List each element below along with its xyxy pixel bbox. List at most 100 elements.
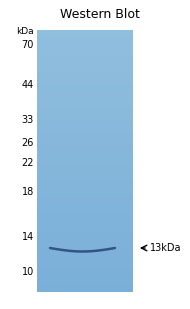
Bar (37, 188, 133, 189)
Bar (37, 90, 133, 91)
Bar (37, 144, 133, 145)
Bar (37, 210, 133, 211)
Bar (37, 262, 133, 263)
Bar (37, 61, 133, 62)
Bar (37, 40, 133, 41)
Bar (37, 257, 133, 258)
Bar (37, 164, 133, 165)
Bar (37, 233, 133, 234)
Bar (37, 159, 133, 160)
Bar (37, 91, 133, 92)
Bar (37, 277, 133, 278)
Bar (37, 178, 133, 179)
Bar (37, 124, 133, 125)
Bar (37, 30, 133, 31)
Bar (37, 147, 133, 148)
Bar (37, 167, 133, 168)
Bar (37, 63, 133, 64)
Bar (37, 187, 133, 188)
Bar (37, 145, 133, 146)
Bar (37, 97, 133, 98)
Bar (37, 211, 133, 212)
Bar (37, 62, 133, 63)
Bar (37, 196, 133, 197)
Bar (37, 287, 133, 288)
Bar (37, 45, 133, 46)
Bar (37, 71, 133, 72)
Bar (37, 148, 133, 149)
Bar (37, 107, 133, 108)
Bar (37, 232, 133, 233)
Bar (37, 34, 133, 35)
Bar (37, 66, 133, 67)
Bar (37, 235, 133, 236)
Bar (37, 239, 133, 240)
Bar (37, 251, 133, 252)
Bar (37, 115, 133, 116)
Bar (37, 51, 133, 52)
Bar (37, 110, 133, 111)
Bar (37, 286, 133, 287)
Bar (37, 195, 133, 196)
Bar (37, 191, 133, 192)
Bar (37, 119, 133, 120)
Bar (37, 169, 133, 170)
Bar (37, 103, 133, 104)
Bar (37, 78, 133, 79)
Bar (37, 215, 133, 216)
Bar (37, 60, 133, 61)
Bar (37, 192, 133, 193)
Bar (37, 67, 133, 68)
Bar (37, 37, 133, 38)
Bar (37, 174, 133, 175)
Bar (37, 223, 133, 224)
Bar (37, 264, 133, 265)
Bar (37, 132, 133, 133)
Bar (37, 242, 133, 243)
Bar (37, 31, 133, 32)
Bar (37, 186, 133, 187)
Bar (37, 250, 133, 251)
Bar (37, 94, 133, 95)
Bar (37, 58, 133, 59)
Bar (37, 204, 133, 205)
Bar (37, 158, 133, 159)
Bar (37, 208, 133, 209)
Bar (37, 237, 133, 238)
Bar (37, 172, 133, 173)
Bar (37, 244, 133, 245)
Bar (37, 253, 133, 254)
Bar (37, 139, 133, 140)
Bar (37, 226, 133, 227)
Bar (37, 171, 133, 172)
Bar (37, 289, 133, 290)
Bar (37, 64, 133, 65)
Bar (37, 214, 133, 215)
Bar (37, 44, 133, 45)
Bar (37, 209, 133, 210)
Bar (37, 81, 133, 82)
Bar (37, 222, 133, 223)
Bar (37, 57, 133, 58)
Bar (37, 89, 133, 90)
Bar (37, 179, 133, 180)
Bar (37, 269, 133, 270)
Bar (37, 101, 133, 102)
Bar (37, 146, 133, 147)
Bar (37, 183, 133, 184)
Bar (37, 114, 133, 115)
Bar (37, 273, 133, 274)
Bar (37, 216, 133, 217)
Bar (37, 283, 133, 284)
Bar (37, 170, 133, 171)
Bar (37, 177, 133, 178)
Bar (37, 154, 133, 155)
Bar (37, 168, 133, 169)
Bar (37, 228, 133, 229)
Bar (37, 197, 133, 198)
Bar (37, 229, 133, 230)
Bar (37, 165, 133, 166)
Bar (37, 153, 133, 154)
Bar (37, 130, 133, 131)
Bar (37, 70, 133, 71)
